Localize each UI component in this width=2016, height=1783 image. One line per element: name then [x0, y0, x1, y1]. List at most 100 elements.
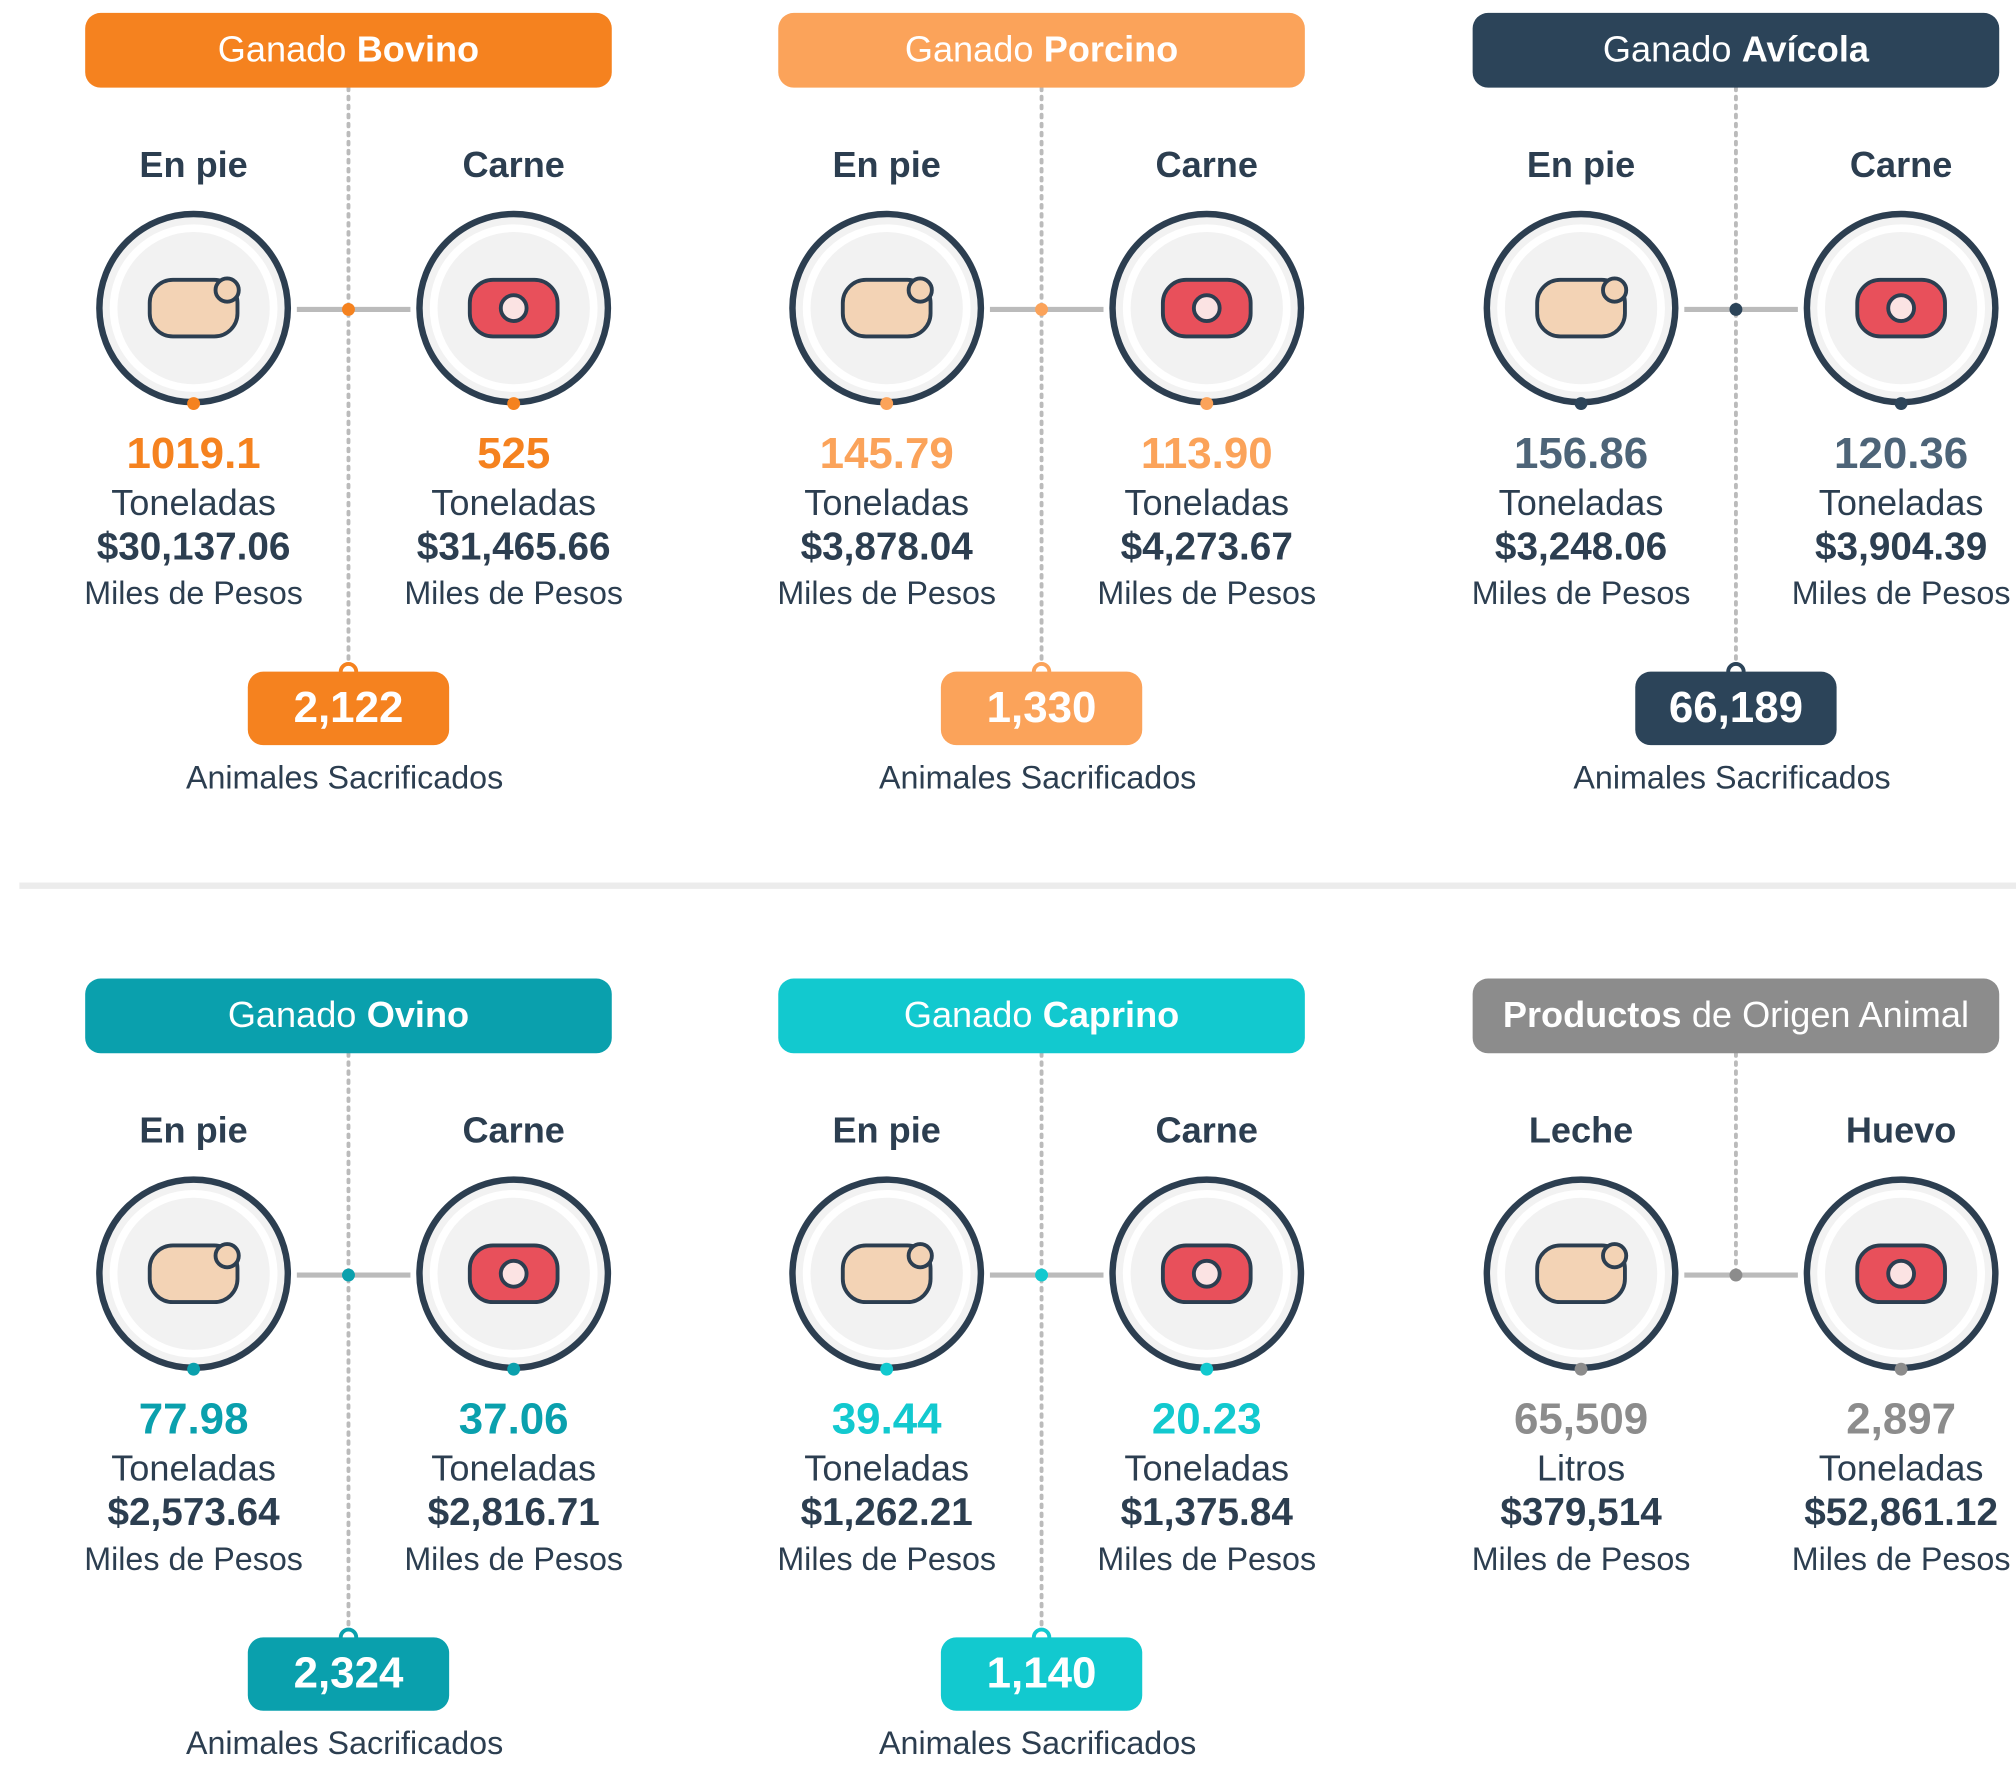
value-unit: Miles de Pesos: [1472, 575, 1691, 611]
slaughtered: 2,122: [294, 683, 404, 732]
slaughtered-label: Animales Sacrificados: [1573, 760, 1890, 796]
quantity: 2,897: [1846, 1395, 1956, 1444]
header-box: [85, 978, 612, 1054]
value: $31,465.66: [417, 525, 611, 568]
value: $2,816.71: [428, 1491, 600, 1534]
slaughtered-box: [247, 671, 450, 746]
quantity: 20.23: [1152, 1395, 1262, 1444]
icon-detail: [1601, 1242, 1629, 1270]
icon-dot: [880, 397, 894, 410]
icon-dot: [1574, 397, 1588, 410]
header-box: [85, 12, 612, 88]
item-label: En pie: [1527, 144, 1635, 185]
header-title-part: Ganado: [228, 994, 357, 1035]
header-title: Ganado Ovino: [228, 994, 469, 1035]
value: $52,861.12: [1804, 1491, 1998, 1534]
item-label: En pie: [832, 144, 940, 185]
header-title-part: de Origen Animal: [1692, 994, 1969, 1035]
panel: Ganado Avícola En pie 156.86 Toneladas $3,248…: [1472, 12, 2011, 796]
icon-dot: [1894, 1362, 1908, 1376]
icon-dot: [1200, 397, 1214, 410]
header-box: [1472, 978, 2000, 1054]
quantity: 113.90: [1141, 429, 1273, 478]
quantity: 39.44: [832, 1395, 942, 1444]
quantity: 145.79: [820, 429, 954, 478]
icon-dot: [1200, 1362, 1214, 1376]
value-unit: Miles de Pesos: [84, 575, 303, 611]
value-unit: Miles de Pesos: [404, 575, 623, 611]
icon-detail: [498, 293, 529, 323]
header-box: [1472, 12, 2000, 88]
unit: Toneladas: [1819, 482, 1984, 523]
unit: Litros: [1537, 1448, 1625, 1489]
icon-detail: [1191, 1258, 1222, 1289]
icon-dot: [507, 1362, 521, 1376]
header-title: Ganado Caprino: [904, 994, 1179, 1035]
value-unit: Miles de Pesos: [777, 1541, 996, 1577]
value-unit: Miles de Pesos: [1472, 1541, 1691, 1577]
value: $4,273.67: [1121, 525, 1293, 568]
unit: Toneladas: [1124, 482, 1289, 523]
item-label: Carne: [462, 1110, 564, 1151]
slaughtered-label: Animales Sacrificados: [879, 1725, 1196, 1761]
item-label: Carne: [1850, 144, 1952, 185]
value: $3,248.06: [1495, 525, 1667, 568]
connector-dot: [1729, 302, 1743, 316]
value-unit: Miles de Pesos: [1792, 575, 2011, 611]
item-label: Leche: [1529, 1110, 1633, 1151]
header-title-part: Ganado: [1603, 28, 1732, 69]
icon-dot: [1574, 1362, 1588, 1376]
slaughtered-label: Animales Sacrificados: [879, 760, 1196, 796]
header-title-part: Caprino: [1043, 994, 1179, 1035]
value: $379,514: [1500, 1491, 1662, 1534]
icon-dot: [1894, 397, 1908, 410]
value: $1,375.84: [1121, 1491, 1294, 1534]
icon-detail: [498, 1258, 529, 1289]
connector-dot: [342, 1268, 355, 1282]
quantity: 156.86: [1514, 429, 1648, 478]
icon-dot: [507, 397, 521, 410]
item-label: En pie: [139, 144, 247, 185]
connector-dot: [1729, 1268, 1743, 1282]
icon-dot: [187, 397, 201, 410]
quantity: 65,509: [1514, 1395, 1648, 1444]
header-title-part: Bovino: [357, 28, 479, 69]
header-title-part: Avícola: [1742, 28, 1870, 69]
unit: Toneladas: [111, 1448, 276, 1489]
quantity: 525: [477, 429, 550, 478]
item-label: Carne: [1156, 1110, 1258, 1151]
item-label: Carne: [462, 144, 564, 185]
slaughtered-box: [247, 1637, 450, 1711]
icon-detail: [1886, 293, 1916, 323]
quantity: 1019.1: [127, 429, 261, 478]
header-title: Productos de Origen Animal: [1503, 994, 1969, 1035]
value-unit: Miles de Pesos: [1097, 1541, 1316, 1577]
icon-dot: [187, 1362, 201, 1376]
value: $1,262.21: [801, 1491, 973, 1534]
value-unit: Miles de Pesos: [1792, 1541, 2011, 1577]
slaughtered: 2,324: [294, 1649, 404, 1698]
connector-dot: [1035, 302, 1049, 316]
header-title-part: Ganado: [904, 994, 1033, 1035]
icon-detail: [906, 1242, 934, 1270]
value-unit: Miles de Pesos: [84, 1541, 303, 1577]
header-title: Ganado Porcino: [905, 28, 1178, 69]
value-unit: Miles de Pesos: [404, 1541, 623, 1577]
unit: Toneladas: [111, 482, 276, 523]
slaughtered: 1,140: [987, 1649, 1097, 1698]
unit: Toneladas: [804, 482, 969, 523]
header-title-part: Ganado: [218, 28, 347, 69]
icon-detail: [213, 276, 241, 304]
icon-dot: [880, 1362, 894, 1376]
slaughtered-label: Animales Sacrificados: [186, 760, 503, 796]
value: $3,878.04: [801, 525, 974, 568]
icon-detail: [1601, 276, 1629, 304]
quantity: 77.98: [139, 1395, 249, 1444]
slaughtered-box: [940, 671, 1143, 746]
item-label: Carne: [1156, 144, 1258, 185]
